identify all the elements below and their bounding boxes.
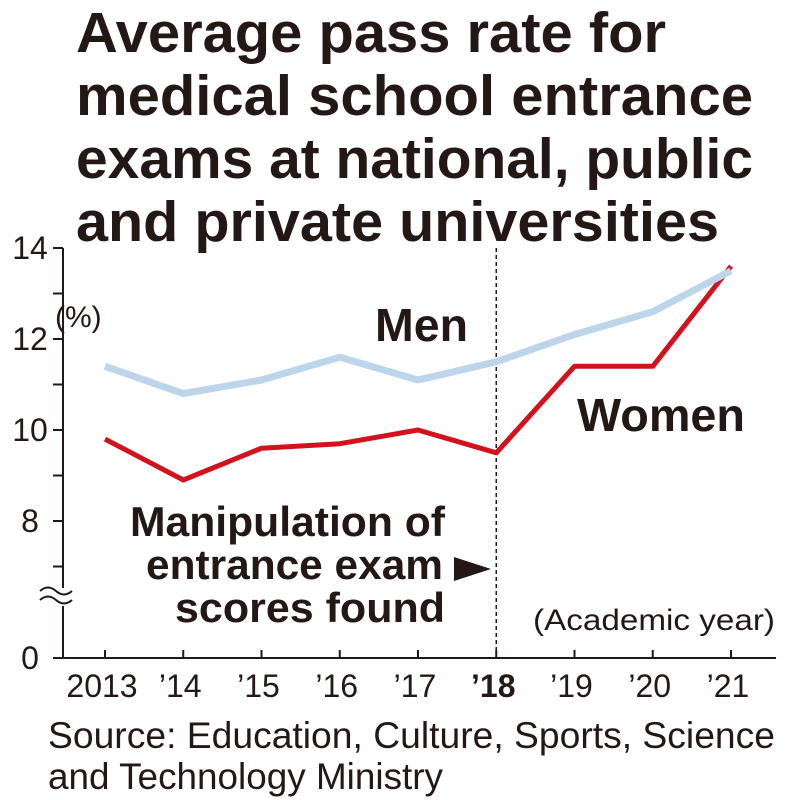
x-axis-label: (Academic year) <box>533 604 775 637</box>
annotation-line: entrance exam <box>146 541 443 588</box>
x-tick-label: ’18 <box>471 668 515 704</box>
series-label-women: Women <box>577 389 745 441</box>
y-axis-ticks <box>53 247 63 659</box>
event-annotation: Manipulation of entrance exam scores fou… <box>130 498 491 631</box>
series-lines <box>103 264 733 483</box>
y-tick-label: 0 <box>21 640 39 676</box>
source-line: and Technology Ministry <box>48 756 443 797</box>
x-axis: 2013 ’14 ’15 ’16 ’17 ’18 ’19 ’20 ’21 (Academic y… <box>62 604 776 704</box>
axis-break-mark <box>39 586 73 605</box>
y-axis-tick-labels: 14 12 10 8 0 <box>12 230 48 676</box>
axis-break-wave <box>39 586 73 596</box>
x-tick-label: ’20 <box>628 668 671 704</box>
y-axis: 14 12 10 8 0 (%) <box>12 230 101 676</box>
y-tick-label: 14 <box>12 230 48 266</box>
series-line-men <box>103 267 733 398</box>
x-axis-tick-labels: 2013 ’14 ’15 ’16 ’17 ’18 ’19 ’20 ’21 <box>66 668 749 704</box>
axis-break-wave <box>39 595 73 605</box>
x-tick-label: 2013 <box>66 668 137 704</box>
chart-title: Average pass rate for medical school ent… <box>76 1 753 254</box>
annotation-line: Manipulation of <box>130 498 446 545</box>
chart-title-line: exams at national, public <box>76 127 753 191</box>
chart-title-line: Average pass rate for <box>76 1 666 65</box>
series-line-women <box>103 264 733 483</box>
x-tick-label: ’21 <box>707 668 750 704</box>
chart-title-line: medical school entrance <box>76 64 753 128</box>
x-tick-label: ’16 <box>315 668 358 704</box>
x-tick-label: ’14 <box>159 668 202 704</box>
chart-title-line: and private universities <box>76 190 719 254</box>
y-axis-label: (%) <box>55 301 102 334</box>
triangle-right-icon <box>454 557 491 581</box>
x-tick-label: ’19 <box>550 668 593 704</box>
x-tick-label: ’15 <box>237 668 280 704</box>
x-tick-label: ’17 <box>394 668 437 704</box>
source-line: Source: Education, Culture, Sports, Scie… <box>48 715 775 756</box>
y-tick-label: 12 <box>12 321 48 357</box>
series-label-men: Men <box>375 299 468 351</box>
annotation-line: scores found <box>175 584 445 631</box>
y-tick-label: 10 <box>12 412 48 448</box>
y-tick-label: 8 <box>21 503 39 539</box>
source-note: Source: Education, Culture, Sports, Scie… <box>48 715 775 797</box>
